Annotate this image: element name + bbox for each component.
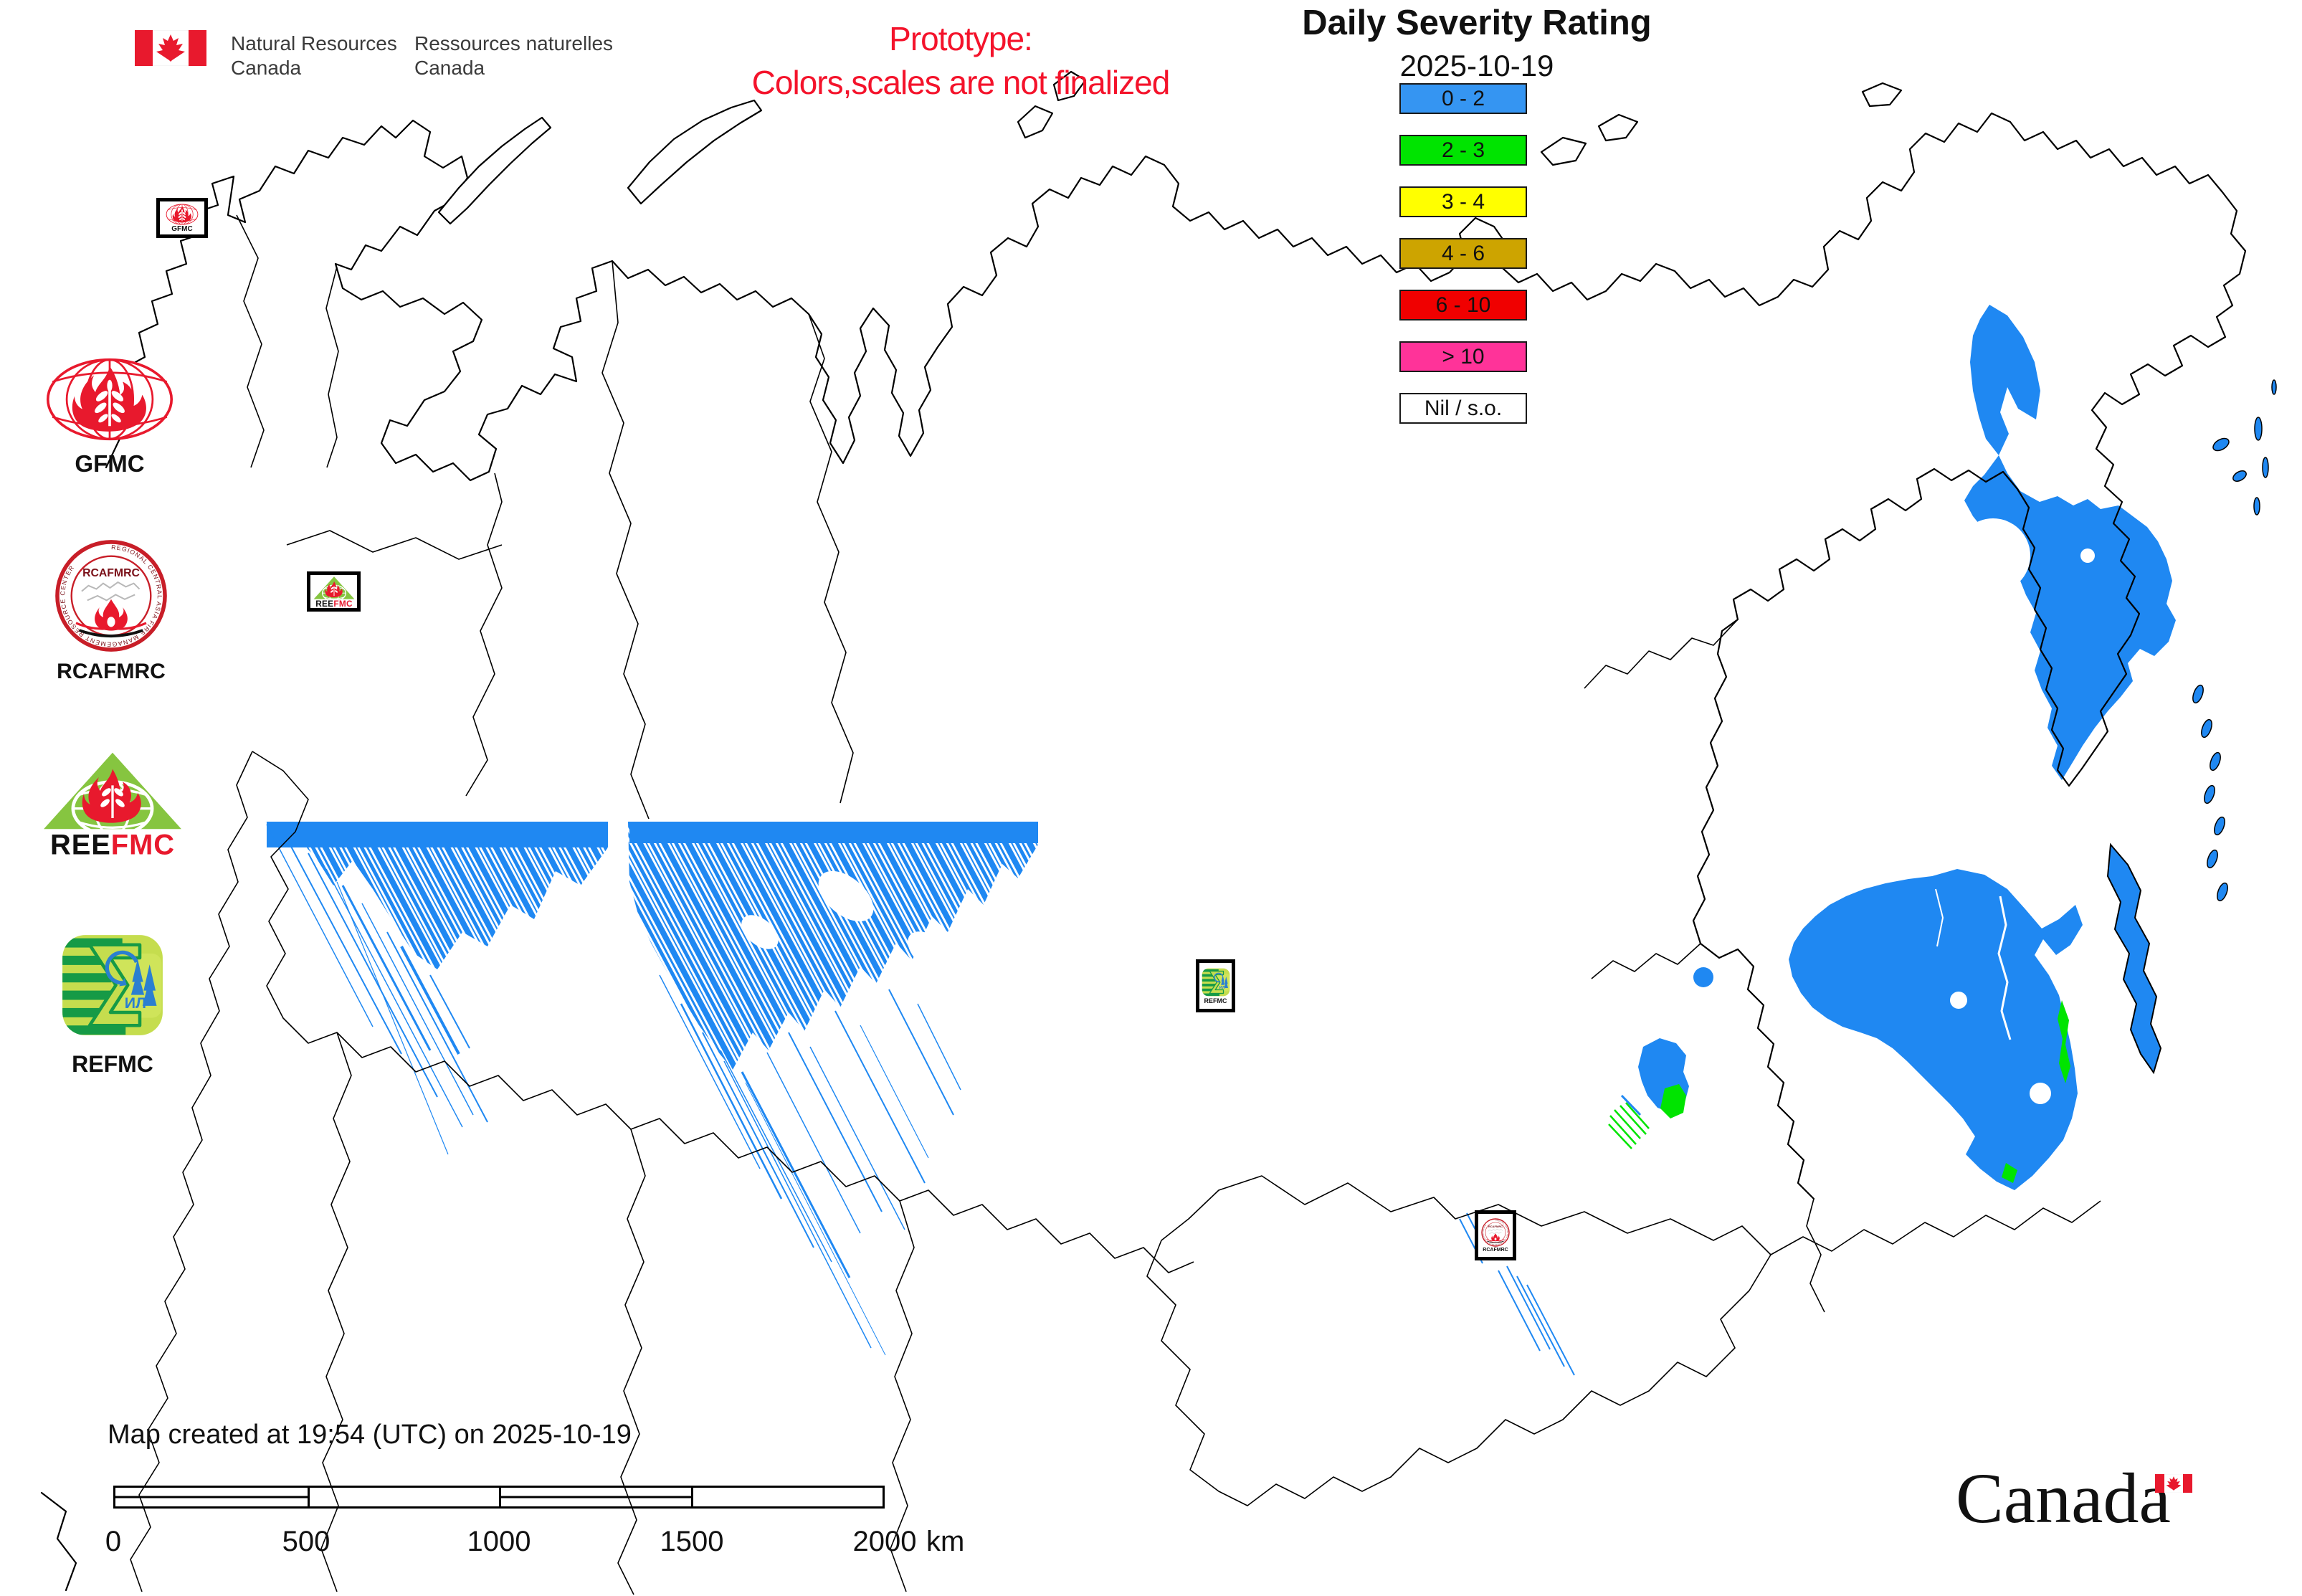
scale-tick-0: 0 [105, 1526, 122, 1557]
legend-swatch-gt10: > 10 [1399, 341, 1527, 372]
legend-label: > 10 [1442, 344, 1485, 369]
scale-tick-500: 500 [282, 1526, 330, 1557]
refmc-logo [56, 931, 169, 1040]
canada-wordmark: Canada [1956, 1463, 2242, 1563]
small-blue-islands [2192, 379, 2277, 902]
green-streaks [1608, 1094, 1650, 1149]
prototype-warning: Prototype: Colors,scales are not finaliz… [617, 17, 1305, 104]
canada-wordmark-flag-icon [2155, 1474, 2192, 1493]
reefmc-marker-icon [312, 576, 356, 608]
legend-label: 3 - 4 [1441, 189, 1485, 214]
rcafmrc-logo [54, 539, 168, 652]
prototype-line2: Colors,scales are not finalized [751, 63, 1171, 101]
legend-swatch-nil: Nil / s.o. [1399, 393, 1527, 424]
legend-label: 2 - 3 [1441, 138, 1485, 162]
legend-header: Daily Severity Rating 2025-10-19 [1247, 3, 1706, 83]
legend-label: 6 - 10 [1435, 293, 1491, 317]
gfmc-marker-label: GFMC [171, 224, 193, 233]
legend-swatch-4-6: 4 - 6 [1399, 238, 1527, 269]
page-title: Daily Severity Rating [1302, 4, 1652, 42]
scale-tick-1000: 1000 [467, 1526, 531, 1557]
legend-label: 4 - 6 [1441, 241, 1485, 265]
canada-wordmark-text: Canada [1956, 1458, 2171, 1538]
scale-unit: km [926, 1526, 965, 1557]
legend-swatch-3-4: 3 - 4 [1399, 186, 1527, 217]
refmc-marker-icon [1201, 967, 1231, 997]
severity-legend: 0 - 2 2 - 3 3 - 4 4 - 6 6 - 10 > 10 Nil … [1399, 83, 1528, 445]
refmc-label: REFMC [72, 1051, 153, 1077]
coastline [40, 70, 2247, 1592]
gfmc-logo [42, 357, 178, 442]
nrcan-fr-line1: Ressources naturelles [414, 32, 614, 54]
nrcan-en-line2: Canada [231, 57, 302, 80]
white-holes [1935, 518, 2095, 1104]
map-marker-rcafmrc: RCAFMRC [1475, 1210, 1516, 1260]
nrcan-en-line1: Natural Resources [231, 32, 397, 54]
map-marker-refmc: REFMC [1196, 959, 1235, 1012]
legend-swatch-0-2: 0 - 2 [1399, 83, 1527, 114]
map-marker-gfmc: GFMC [156, 198, 208, 238]
map-date: 2025-10-19 [1399, 49, 1554, 82]
map-marker-reefmc [307, 571, 361, 612]
rcafmrc-label: RCAFMRC [57, 660, 166, 683]
scale-tick-2000: 2000 [852, 1526, 917, 1557]
legend-label: Nil / s.o. [1424, 396, 1503, 420]
scale-bar [113, 1486, 885, 1509]
map-created-text: Map created at 19:54 (UTC) on 2025-10-19 [108, 1420, 632, 1450]
reefmc-logo [37, 750, 188, 859]
prototype-line1: Prototype: [889, 20, 1033, 57]
gfmc-label: GFMC [75, 450, 145, 477]
nrcan-signature-en: Natural Resources Canada [231, 32, 397, 80]
sakhalin-island [2106, 842, 2162, 1075]
legend-label: 0 - 2 [1441, 86, 1485, 110]
rcafmrc-marker-label: RCAFMRC [1483, 1248, 1508, 1253]
nrcan-signature-fr: Ressources naturelles Canada [414, 32, 613, 80]
nrcan-flag-icon [135, 30, 206, 66]
gfmc-marker-icon [163, 204, 201, 225]
refmc-marker-label: REFMC [1204, 997, 1227, 1004]
dsr-green-regions [1660, 1000, 2070, 1183]
dsr-blue-regions [1638, 305, 2176, 1190]
rcafmrc-marker-icon [1481, 1218, 1510, 1247]
streak-band-west [265, 822, 608, 1155]
streak-band-east [628, 822, 1038, 1356]
legend-swatch-6-10: 6 - 10 [1399, 290, 1527, 320]
scale-tick-1500: 1500 [660, 1526, 724, 1557]
legend-swatch-2-3: 2 - 3 [1399, 135, 1527, 166]
nrcan-fr-line2: Canada [414, 57, 485, 80]
